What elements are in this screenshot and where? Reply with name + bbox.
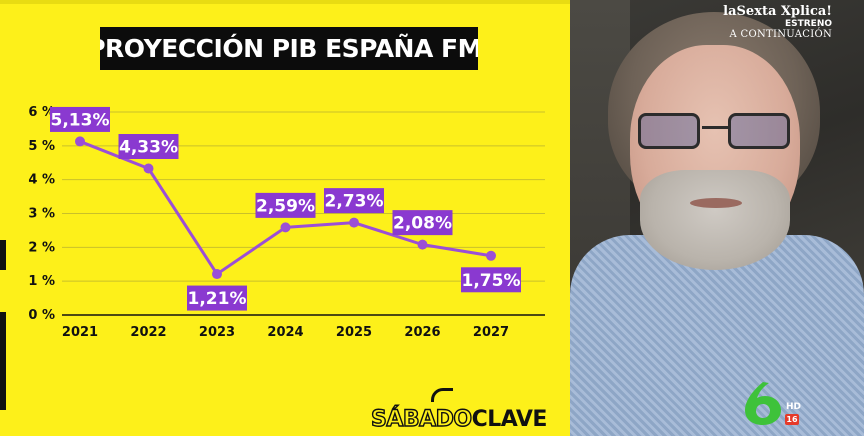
person-mouth	[690, 198, 742, 208]
data-label-box	[255, 192, 316, 218]
x-tick-label: 2021	[62, 325, 98, 340]
left-edge-marker	[0, 240, 6, 270]
data-points	[75, 136, 496, 280]
x-tick-label: 2022	[130, 325, 166, 340]
x-tick-label: 2023	[199, 325, 235, 340]
data-point	[212, 269, 222, 280]
program-logo-part1: SÁBADO	[370, 406, 473, 432]
y-axis-ticks: 0 % 1 % 2 % 3 % 4 % 5 % 6 %	[28, 105, 55, 323]
lasexta-6-logo-shape	[745, 382, 781, 425]
left-edge-marker	[0, 312, 6, 410]
chart-title: PROYECCIÓN PIB ESPAÑA FMI	[100, 27, 478, 70]
data-point	[417, 239, 428, 250]
data-label: 4,33%	[118, 134, 179, 160]
hd-badge: HD	[786, 402, 802, 412]
data-point	[75, 136, 85, 147]
data-label-text: 2,59%	[256, 196, 315, 216]
y-tick-label: 6 %	[28, 105, 55, 120]
x-tick-label: 2025	[336, 325, 372, 340]
data-label-box	[50, 106, 110, 132]
data-label-text: 1,21%	[188, 289, 247, 309]
gdp-line-chart: 0 %1 %2 %3 %4 %5 %6 % 2021 2022 2023 2024 20…	[28, 105, 545, 340]
data-label-text: 2,73%	[325, 192, 384, 212]
y-tick-label: 4 %	[28, 173, 55, 188]
data-label-box	[324, 188, 384, 214]
program-logo-part2: CLAVE	[471, 407, 548, 432]
channel-promo-continuacion: A CONTINUACIÓN	[729, 29, 832, 40]
data-point	[143, 163, 154, 174]
data-label: 2,73%	[324, 188, 384, 214]
data-label-box	[187, 285, 247, 311]
data-label-text: 5,13%	[51, 110, 110, 130]
chart-panel: PROYECCIÓN PIB ESPAÑA FMI 0 % 1 % 2 % 3 % 4 …	[0, 0, 570, 436]
data-label: 1,75%	[461, 267, 521, 293]
data-labels: 5,13% 4,33% 1,21% 2,59% 2,73% 2,08% 1,75%	[50, 106, 521, 311]
data-label: 5,13%	[50, 106, 110, 132]
age-rating-badge: 16	[785, 414, 799, 425]
data-label-box	[118, 134, 179, 160]
top-strip	[0, 0, 570, 4]
y-tick-label: 3 %	[28, 207, 55, 222]
program-logo: SÁBADO CLAVE	[370, 396, 548, 432]
x-tick-label: 2024	[267, 325, 303, 340]
data-label-text: 1,75%	[462, 271, 521, 291]
lasexta-6-logo-icon	[745, 382, 781, 425]
data-point	[486, 250, 496, 261]
data-point	[349, 217, 359, 228]
y-tick-label: 0 %	[28, 308, 55, 323]
program-logo-hook	[431, 388, 453, 402]
x-tick-label: 2026	[404, 325, 440, 340]
glasses-bridge	[702, 126, 728, 129]
data-label: 1,21%	[187, 285, 247, 311]
glasses-lens-right	[728, 113, 790, 149]
x-tick-label: 2027	[473, 325, 509, 340]
data-label-box	[461, 267, 521, 293]
data-label-text: 4,33%	[119, 138, 178, 158]
glasses-lens-left	[638, 113, 700, 149]
x-axis-ticks: 2021 2022 2023 2024 2025 2026 2027	[62, 325, 509, 340]
channel-promo-estreno: ESTRENO	[784, 19, 832, 29]
data-point	[280, 222, 291, 233]
y-tick-label: 5 %	[28, 139, 55, 154]
data-label: 2,08%	[392, 210, 453, 236]
data-label-text: 2,08%	[393, 214, 452, 234]
y-tick-label: 1 %	[28, 274, 55, 289]
channel-promo-title: laSexta Xplica!	[723, 4, 832, 19]
data-label: 2,59%	[255, 192, 316, 218]
person-beard	[640, 170, 790, 270]
data-label-box	[392, 210, 453, 236]
y-tick-label: 2 %	[28, 240, 55, 255]
video-feed	[570, 0, 864, 436]
